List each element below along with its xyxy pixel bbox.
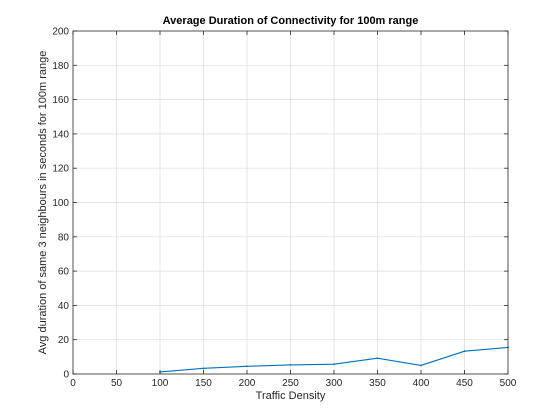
x-tick-label: 0 — [70, 378, 76, 389]
y-tick-label: 120 — [52, 164, 69, 175]
data-point — [376, 357, 379, 360]
data-point — [333, 363, 335, 366]
chart-title: Average Duration of Connectivity for 100… — [163, 15, 419, 27]
x-tick-label: 50 — [111, 378, 123, 389]
y-tick-label: 0 — [63, 370, 69, 381]
grid — [73, 31, 508, 374]
x-tick-label: 450 — [456, 378, 473, 389]
x-tick-label: 500 — [500, 378, 517, 389]
x-tick-label: 350 — [369, 378, 386, 389]
y-tick-label: 20 — [58, 335, 70, 346]
x-tick-label: 250 — [282, 378, 299, 389]
x-tick-label: 400 — [413, 378, 430, 389]
y-axis-label: Avg duration of same 3 neighbours in sec… — [37, 51, 49, 355]
data-point — [202, 367, 205, 370]
x-axis-label: Traffic Density — [256, 390, 326, 402]
x-tick-label: 150 — [195, 378, 212, 389]
y-tick-label: 140 — [52, 129, 69, 140]
data-point — [463, 350, 466, 353]
data-point — [420, 364, 422, 367]
x-tick-label: 100 — [152, 378, 169, 389]
ticks: 0 50 100 150 200 250 300 350 400 450 500 0 20 40 60 80 1… — [52, 27, 516, 390]
y-tick-label: 200 — [52, 27, 69, 38]
y-tick-label: 160 — [52, 95, 69, 106]
data-point — [246, 365, 248, 368]
y-tick-label: 40 — [58, 301, 70, 312]
y-tick-label: 80 — [58, 232, 70, 243]
series-layer — [159, 346, 509, 373]
x-tick-label: 300 — [326, 378, 343, 389]
x-tick-label: 200 — [239, 378, 256, 389]
y-tick-label: 100 — [52, 198, 69, 209]
y-tick-label: 180 — [52, 61, 69, 72]
data-point — [289, 364, 292, 366]
y-tick-label: 60 — [58, 267, 70, 278]
